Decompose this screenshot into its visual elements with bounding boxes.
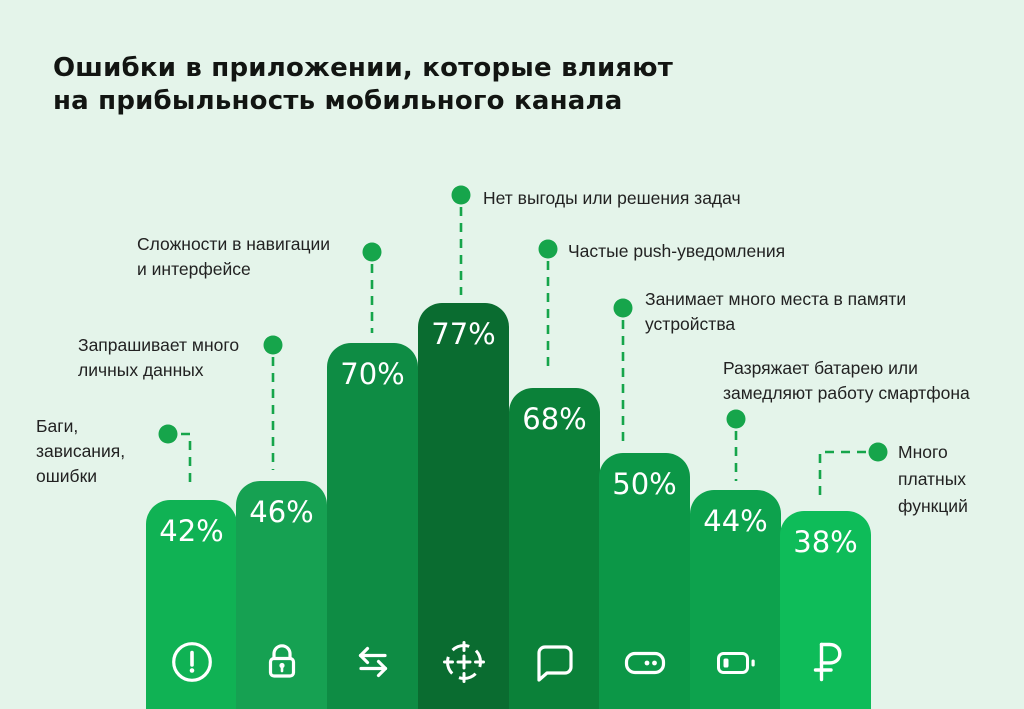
bar-personal-data: 46%	[236, 481, 327, 709]
bar-value: 50%	[612, 467, 677, 501]
label-dot-paid	[868, 442, 888, 462]
bar-value: 68%	[522, 402, 587, 436]
bar-battery: 44%	[690, 490, 781, 709]
annotation-line: функций	[898, 496, 968, 516]
annotation-push: Частые push-уведомления	[568, 239, 785, 264]
annotation-line: замедляют работу смартфона	[723, 383, 970, 403]
annotation-line: платных	[898, 469, 967, 489]
title-line-2: на прибыльность мобильного канала	[53, 86, 623, 116]
bar-storage: 50%	[599, 453, 690, 709]
annotation-line: Баги,	[36, 416, 79, 436]
annotation-line: и интерфейсе	[137, 259, 251, 279]
annotation-line: ошибки	[36, 466, 98, 486]
page-title: Ошибки в приложении, которые влияют на п…	[53, 52, 673, 118]
connector-line-paid	[818, 450, 866, 502]
annotation-line: Занимает много места в памяти	[645, 289, 907, 309]
alert-circle-icon	[171, 642, 212, 682]
annotation-no-benefit: Нет выгоды или решения задач	[483, 186, 741, 211]
bar-no-benefit: 77%	[418, 303, 509, 709]
title-line-1: Ошибки в приложении, которые влияют	[53, 53, 674, 83]
bar-value: 42%	[159, 514, 224, 548]
annotation-line: Нет выгоды или решения задач	[483, 188, 741, 208]
bar-value: 44%	[703, 504, 768, 538]
annotation-bugs: Баги, зависания, ошибки	[36, 414, 125, 489]
battery-icon	[716, 652, 755, 674]
memory-icon	[624, 651, 665, 675]
annotation-storage: Занимает много места в памяти устройства	[645, 287, 906, 337]
target-icon	[442, 641, 485, 683]
bar-value: 70%	[340, 357, 405, 391]
label-dot-bugs	[158, 424, 178, 444]
annotation-line: личных данных	[78, 360, 204, 380]
annotation-line: Сложности в навигации	[137, 234, 331, 254]
bar-navigation: 70%	[327, 343, 418, 709]
annotation-line: Запрашивает много	[78, 335, 240, 355]
bar-paid: 38%	[780, 511, 871, 709]
ruble-icon	[813, 642, 842, 682]
label-dot-navigation	[362, 242, 382, 262]
label-dot-storage	[613, 298, 633, 318]
bar-value: 46%	[249, 495, 314, 529]
label-dot-personal-data	[263, 335, 283, 355]
lock-icon	[268, 644, 295, 678]
annotation-line: Частые push-уведомления	[568, 241, 786, 261]
bar-bugs: 42%	[146, 500, 237, 709]
connector-line-bugs	[181, 432, 192, 489]
annotation-battery: Разряжает батарею или замедляют работу с…	[723, 356, 970, 406]
bar-value: 38%	[793, 525, 858, 559]
annotation-paid: Много платных функций	[898, 439, 968, 520]
chat-bubble-icon	[536, 645, 573, 682]
annotation-navigation: Сложности в навигации и интерфейсе	[137, 232, 330, 282]
swap-arrows-icon	[358, 646, 387, 678]
label-dot-push	[538, 239, 558, 259]
annotation-line: Много	[898, 442, 948, 462]
bar-value: 77%	[431, 317, 496, 351]
label-dot-no-benefit	[451, 185, 471, 205]
bar-push: 68%	[509, 388, 600, 709]
annotation-line: зависания,	[36, 441, 126, 461]
label-dot-battery	[726, 409, 746, 429]
annotation-line: Разряжает батарею или	[723, 358, 918, 378]
annotation-line: устройства	[645, 314, 736, 334]
annotation-personal-data: Запрашивает много личных данных	[78, 333, 239, 383]
